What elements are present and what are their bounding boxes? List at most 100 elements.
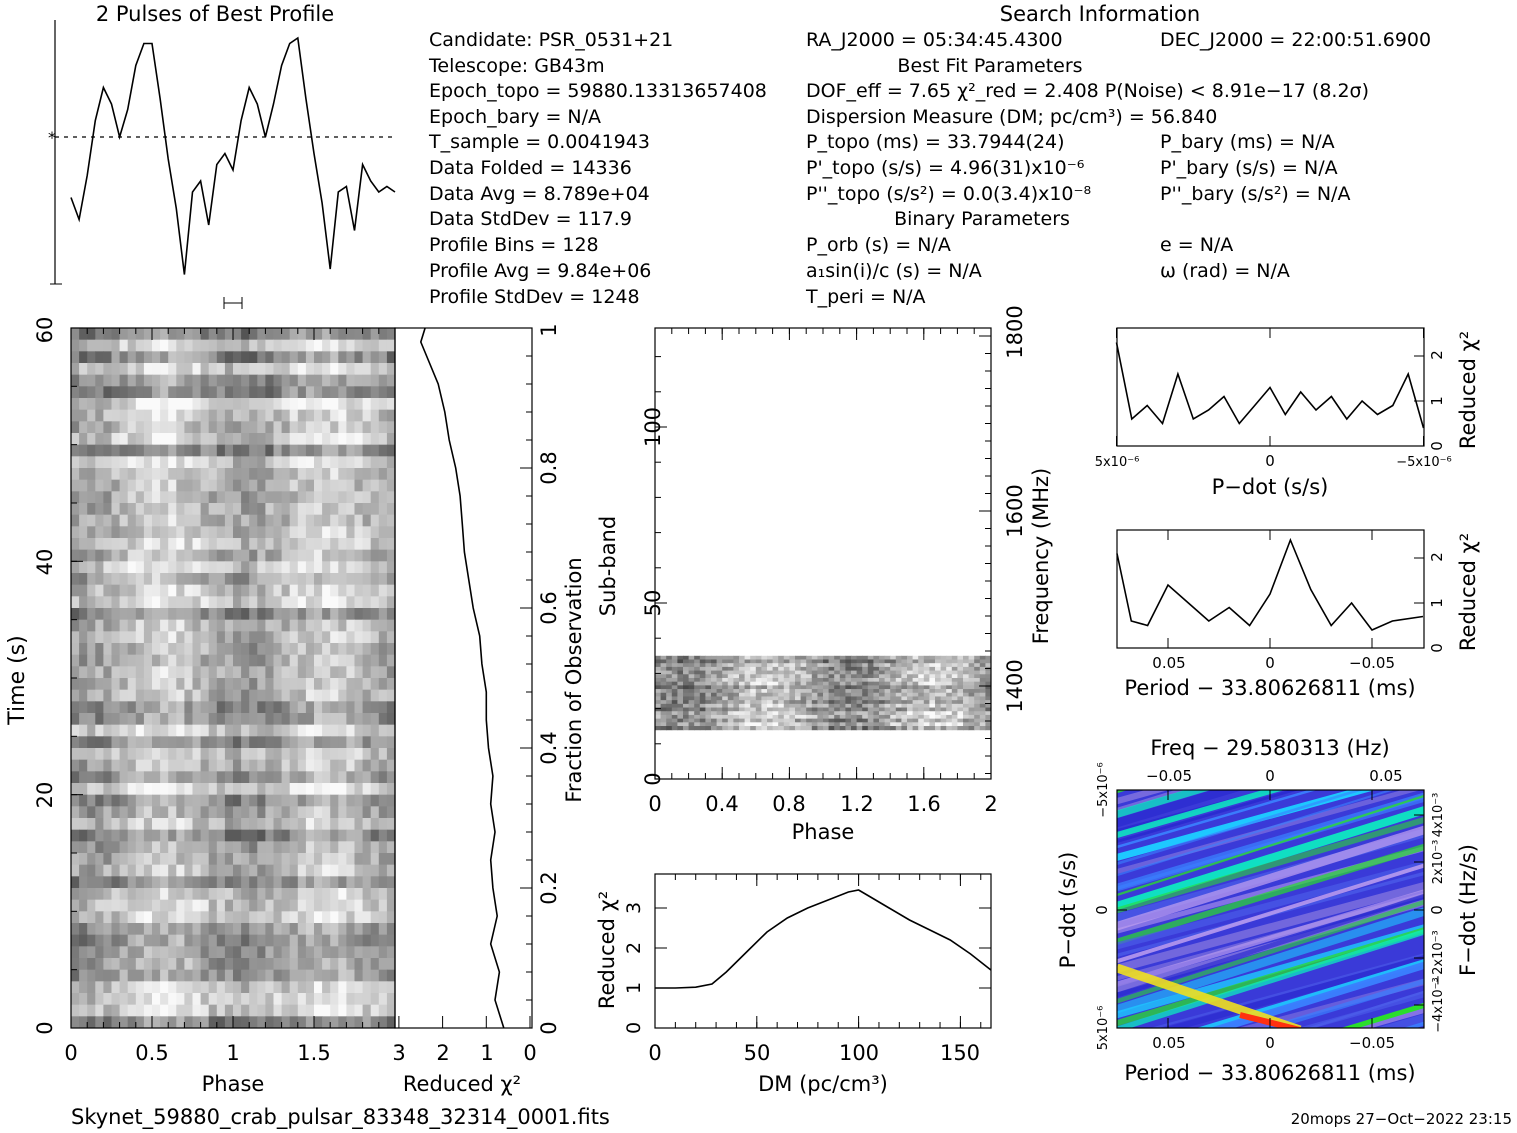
tp-cell: [152, 573, 161, 586]
tp-cell: [95, 934, 104, 947]
tp-cell: [135, 479, 145, 492]
tp-cell: [297, 841, 307, 854]
tp-cell: [378, 771, 388, 784]
sb-cell: [744, 670, 751, 675]
sb-cell: [806, 726, 813, 731]
tp-cell: [257, 783, 266, 796]
sb-cell: [806, 700, 813, 705]
tp-cell: [362, 351, 372, 364]
sb-cell: [795, 670, 802, 675]
tp-cell: [127, 538, 137, 551]
tp-cell: [192, 444, 202, 457]
dm-ytick-0: 0: [623, 1022, 645, 1034]
tp-cell: [127, 398, 137, 411]
ppd-stripe: [1162, 954, 1424, 1028]
tp-cell: [103, 561, 112, 574]
tp-cell: [71, 783, 80, 796]
tp-cell: [322, 468, 331, 481]
sb-cell: [666, 692, 673, 697]
sb-cell: [789, 718, 796, 723]
tp-cell: [103, 363, 112, 376]
tp-cell: [152, 654, 161, 667]
sb-cell: [873, 726, 880, 731]
tp-cell: [152, 806, 161, 819]
tp-cell: [330, 759, 339, 772]
tp-cell: [168, 724, 177, 737]
tp-cell: [143, 969, 153, 982]
tp-cell: [322, 934, 331, 947]
sb-cell: [666, 703, 673, 709]
sb-cell: [755, 714, 762, 720]
tp-cell: [330, 911, 339, 924]
sb-cell: [744, 711, 751, 716]
tp-cell: [152, 853, 161, 866]
sb-cell: [946, 663, 953, 668]
sb-cell: [851, 726, 858, 731]
tp-cell: [370, 899, 380, 912]
sb-cell: [951, 707, 958, 712]
sb-cell: [923, 718, 930, 723]
sb-cell: [677, 666, 684, 672]
tp-cell: [71, 759, 80, 772]
sb-cell: [901, 714, 908, 720]
sb-cell: [856, 670, 863, 675]
sb-cell: [929, 655, 936, 660]
tp-cell: [297, 619, 307, 632]
sb-cell: [828, 696, 835, 701]
tp-cell: [314, 724, 323, 737]
tp-cell: [208, 923, 218, 936]
tp-cell: [200, 783, 210, 796]
tp-cell: [168, 934, 177, 947]
tp-cell: [95, 491, 104, 504]
tp-cell: [103, 468, 112, 481]
sb-cell: [845, 685, 852, 690]
sb-cell: [834, 714, 841, 720]
sb-cell: [666, 677, 673, 683]
info-pd-bary: P'_bary (s/s) = N/A: [1160, 157, 1338, 179]
tp-cell: [322, 643, 331, 656]
sb-cell: [845, 677, 852, 683]
tp-cell: [160, 479, 169, 492]
tp-cell: [330, 923, 339, 936]
sb-cell: [901, 681, 908, 686]
tp-cell: [224, 549, 234, 562]
tp-cell: [71, 689, 80, 702]
tp-cell: [192, 339, 202, 352]
sb-cell: [761, 674, 768, 679]
sb-cell: [946, 685, 953, 690]
tp-cell: [354, 818, 364, 831]
tp-cell: [200, 608, 210, 621]
tp-cell: [160, 911, 169, 924]
sb-cell: [929, 714, 936, 720]
sb-cell: [733, 655, 740, 660]
tp-cell: [184, 608, 193, 621]
tp-cell: [135, 363, 145, 376]
tp-cell: [184, 573, 193, 586]
tp-cell: [265, 561, 274, 574]
tp-cell: [346, 923, 355, 936]
tp-cell: [200, 1016, 210, 1029]
tp-cell: [378, 958, 388, 971]
sb-cell: [918, 685, 925, 690]
tp-cell: [281, 806, 291, 819]
sb-cell: [862, 707, 869, 712]
sb-cell: [789, 659, 796, 664]
tp-cell: [354, 328, 364, 341]
tp-cell: [87, 386, 96, 399]
sb-cell: [727, 655, 734, 660]
sb-cell: [867, 685, 874, 690]
sb-cell: [918, 696, 925, 701]
tp-cell: [330, 619, 339, 632]
sb-cell: [979, 670, 986, 675]
tp-cell: [346, 759, 355, 772]
tp-cell: [330, 631, 339, 644]
sb-cell: [862, 703, 869, 709]
sb-cell: [946, 711, 953, 716]
sb-cell: [716, 659, 723, 664]
sb-cell: [907, 707, 914, 712]
tp-cell: [143, 701, 153, 714]
tp-cell: [378, 456, 388, 469]
sb-cell: [873, 670, 880, 675]
sb-cell: [867, 666, 874, 672]
